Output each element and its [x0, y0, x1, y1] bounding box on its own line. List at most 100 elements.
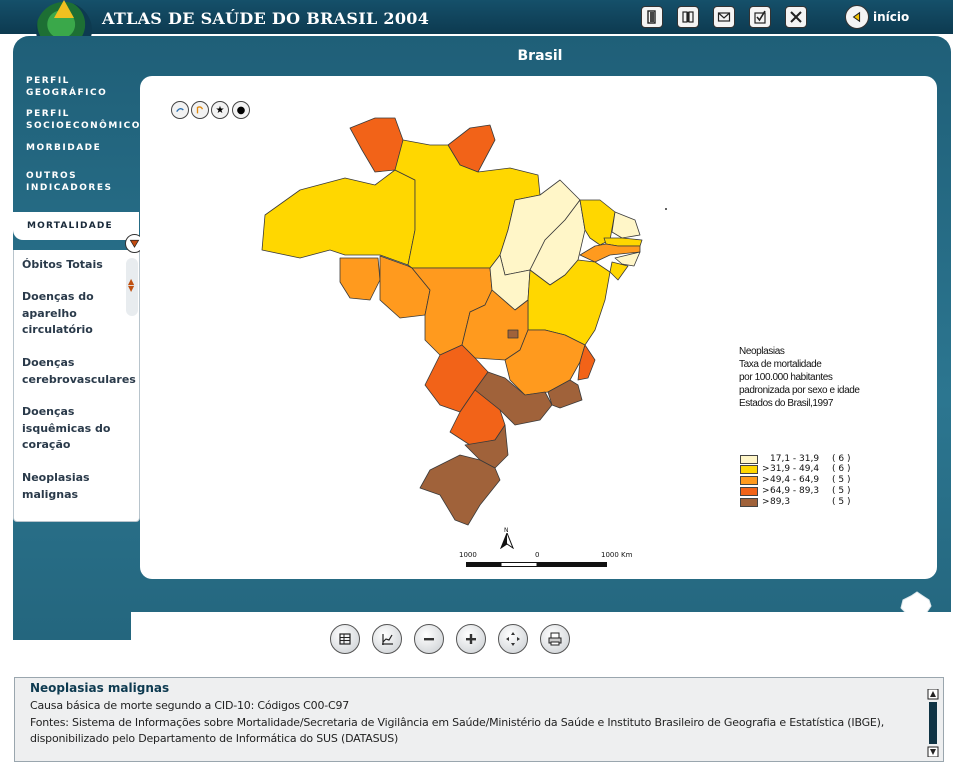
submenu-label: Neoplasias	[22, 471, 90, 484]
book-icon[interactable]	[677, 6, 699, 28]
legend-count: ( 6 )	[832, 454, 851, 464]
state-pernambuco	[579, 243, 641, 263]
legend-swatch	[740, 497, 758, 507]
legend-row: 17,1 - 31,9 ( 6 )	[740, 454, 850, 464]
print-icon[interactable]	[540, 624, 570, 654]
page-title: Brasil	[517, 48, 563, 64]
home-label[interactable]: início	[873, 10, 910, 24]
submenu-label: aparelho	[22, 306, 77, 320]
submenu-label: Óbitos Totais	[22, 258, 103, 271]
menu-perfil-geografico[interactable]: PERFIL GEOGRÁFICO	[26, 75, 107, 99]
info-scrollbar[interactable]	[927, 689, 939, 757]
submenu-label: Doenças do	[22, 290, 94, 303]
submenu-label: isquêmicas do	[22, 421, 111, 435]
mail-icon[interactable]	[713, 6, 735, 28]
north-arrow-icon	[500, 533, 514, 549]
legend-range: 49,4 - 64,9	[770, 475, 820, 485]
checklist-icon[interactable]	[749, 6, 771, 28]
info-line-1: Causa básica de morte segundo a CID-10: …	[30, 699, 350, 712]
state-rio-grande-do-norte	[611, 211, 641, 239]
menu-label: MORBIDADE	[26, 143, 102, 153]
menu-mortalidade-label[interactable]: MORTALIDADE	[27, 221, 113, 231]
legend-title-line: Neoplasias	[739, 346, 785, 357]
legend-swatch	[740, 454, 758, 464]
dot-icon[interactable]: ●	[232, 101, 250, 119]
state-rio-grande-do-sul	[419, 454, 501, 526]
submenu-item-aparelho-circulatorio[interactable]: Doenças do aparelho circulatório	[22, 289, 122, 339]
submenu-scrollbar[interactable]	[126, 258, 138, 316]
legend-row: > 49,4 - 64,9 ( 5 )	[740, 475, 850, 485]
home-back-button[interactable]	[845, 5, 869, 29]
legend-row: > 31,9 - 49,4 ( 6 )	[740, 464, 850, 474]
legend-count: ( 5 )	[832, 475, 851, 485]
zoom-in-icon[interactable]	[456, 624, 486, 654]
close-icon[interactable]	[785, 6, 807, 28]
legend-range: 89,3	[770, 497, 791, 507]
submenu-label: circulatório	[22, 323, 93, 336]
submenu-panel	[13, 250, 140, 522]
scale-label-mid: 0	[535, 551, 540, 559]
legend-title: Neoplasias Taxa de mortalidade por 100.0…	[739, 345, 860, 410]
bottom-strip	[600, 612, 951, 642]
menu-label: PERFIL	[26, 109, 70, 119]
menu-morbidade[interactable]: MORBIDADE	[26, 142, 101, 154]
triangle-down-icon	[129, 239, 140, 248]
state-amazonas	[261, 169, 416, 266]
logo-star-icon	[54, 0, 74, 18]
submenu-label: Doenças	[22, 405, 75, 418]
legend-row: > 89,3 ( 5 )	[740, 497, 850, 507]
submenu-item-obitos-totais[interactable]: Óbitos Totais	[22, 257, 122, 274]
legend-swatch	[740, 486, 758, 496]
exit-door-icon[interactable]	[641, 6, 663, 28]
submenu-item-neoplasias[interactable]: Neoplasias malignas	[22, 470, 122, 503]
submenu-item-cerebrovasculares[interactable]: Doenças cerebrovasculares	[22, 355, 136, 388]
scale-label-right: 1000 Km	[601, 551, 633, 559]
table-icon[interactable]	[330, 624, 360, 654]
scale-label-left: 1000	[459, 551, 477, 559]
state-roraima	[349, 117, 404, 173]
submenu-label: Doenças	[22, 356, 75, 369]
scale-bar	[466, 562, 607, 567]
pan-arrows-icon[interactable]	[498, 624, 528, 654]
legend-prefix: >	[762, 464, 770, 474]
star-icon[interactable]: ★	[211, 101, 229, 119]
state-rio-de-janeiro	[547, 379, 583, 409]
state-distrito-federal	[507, 329, 519, 339]
legend-prefix: >	[762, 497, 770, 507]
menu-perfil-socioeconomico[interactable]: PERFIL SOCIOECONÔMICO	[26, 108, 141, 132]
zoom-out-icon[interactable]	[414, 624, 444, 654]
measure-icon[interactable]	[191, 101, 209, 119]
legend-count: ( 6 )	[832, 464, 851, 474]
legend-count: ( 5 )	[832, 497, 851, 507]
brazil-map	[261, 117, 667, 526]
chart-icon[interactable]	[372, 624, 402, 654]
legend-row: > 64,9 - 89,3 ( 5 )	[740, 486, 850, 496]
legend-count: ( 5 )	[832, 486, 851, 496]
menu-mortalidade-tab[interactable]	[13, 212, 139, 240]
menu-label: PERFIL	[26, 76, 70, 86]
legend-swatch	[740, 464, 758, 474]
state-alagoas	[614, 251, 641, 267]
state-sao-paulo	[474, 371, 553, 426]
legend-swatch	[740, 475, 758, 485]
menu-outros-indicadores[interactable]: OUTROS INDICADORES	[26, 170, 112, 194]
submenu-label: malignas	[22, 487, 79, 501]
info-title: Neoplasias malignas	[30, 681, 170, 695]
legend-range: 64,9 - 89,3	[770, 486, 820, 496]
menu-label: INDICADORES	[26, 183, 113, 193]
submenu-item-isquemicas[interactable]: Doenças isquêmicas do coração	[22, 404, 122, 454]
legend-title-line: Estados do Brasil,1997	[739, 398, 834, 409]
legend-prefix: >	[762, 486, 770, 496]
legend-title-line: Taxa de mortalidade	[739, 359, 822, 370]
north-label: N	[504, 527, 509, 534]
scroll-arrows-icon[interactable]: ▲ ▼	[128, 277, 135, 293]
legend-range: 17,1 - 31,9	[770, 454, 820, 464]
info-line-2: Fontes: Sistema de Informações sobre Mor…	[30, 716, 885, 729]
app-title: ATLAS DE SAÚDE DO BRASIL 2004	[102, 9, 430, 28]
menu-label: OUTROS	[26, 171, 78, 181]
map-dot	[665, 208, 667, 210]
submenu-label: cerebrovasculares	[22, 372, 136, 386]
info-line-3: disponibilizado pelo Departamento de Inf…	[30, 732, 399, 745]
pan-icon[interactable]	[171, 101, 189, 119]
legend-prefix: >	[762, 475, 770, 485]
